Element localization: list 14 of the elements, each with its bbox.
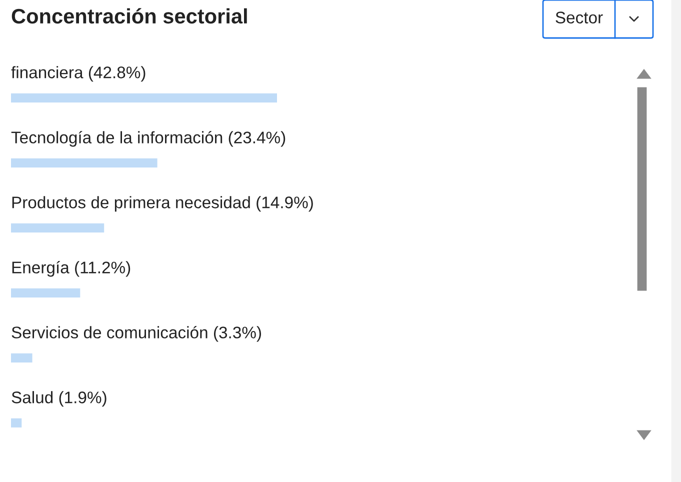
bar <box>11 288 80 298</box>
bar <box>11 223 104 232</box>
bar <box>11 353 32 362</box>
y-tick-label: Energía (11.2%) <box>12 260 130 277</box>
y-tick-label: financiera (42.8%) <box>11 66 146 82</box>
bar <box>11 158 158 168</box>
chart-title: Concentración sectorial <box>12 8 247 24</box>
text: Sector <box>556 12 603 24</box>
y-tick-label: Servicios de comunicación (3.3%) <box>12 326 261 342</box>
y-tick-label: Productos de primera necesidad (14.9%) <box>12 196 313 212</box>
bar <box>11 93 277 102</box>
y-tick-label: Salud (1.9%) <box>12 391 106 407</box>
bar <box>11 418 22 428</box>
y-tick-label: Tecnología de la información (23.4%) <box>11 130 286 147</box>
